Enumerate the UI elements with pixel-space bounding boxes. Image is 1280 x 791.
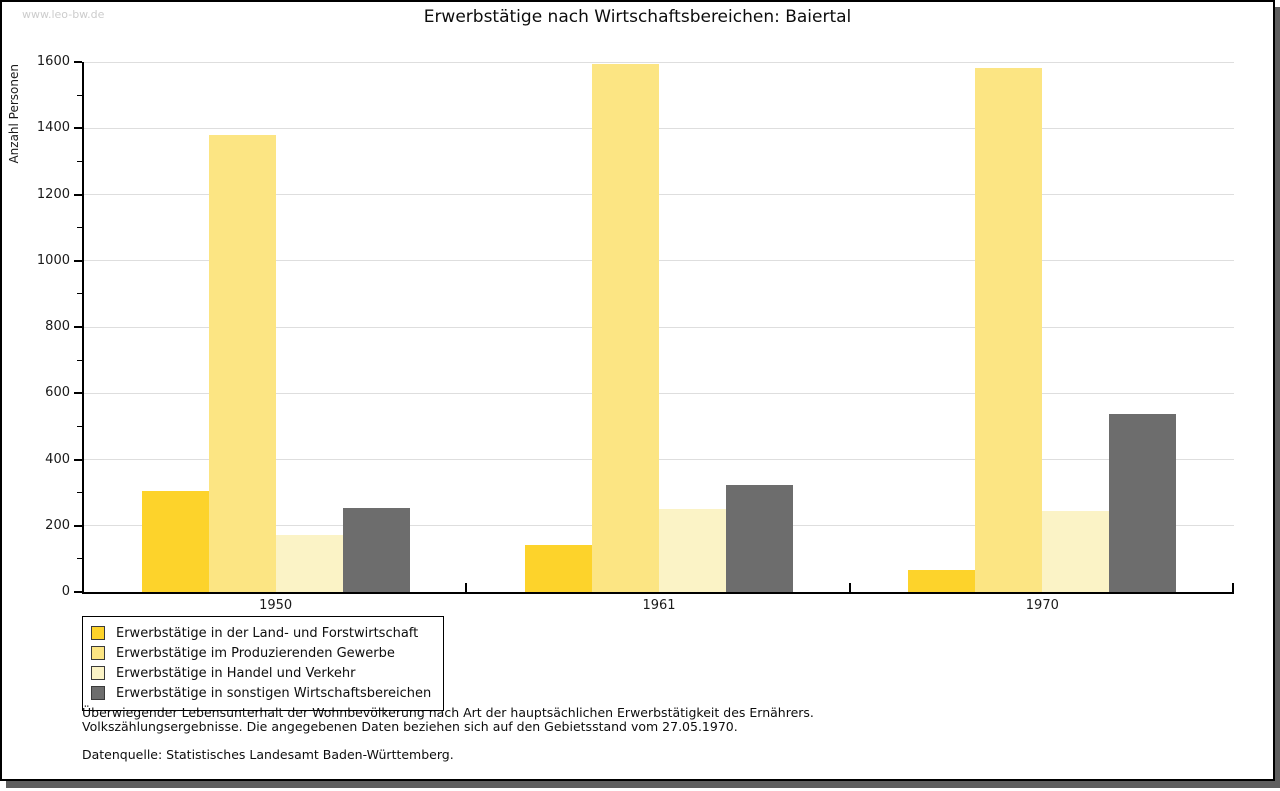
y-axis-minor-tick [77, 293, 82, 295]
bar-1970-series-3 [1109, 414, 1177, 592]
bar-1950-series-2 [275, 535, 343, 592]
y-axis-tick-label: 1200 [36, 186, 70, 202]
legend-swatch-sonstige-wirtschaftsbereiche [91, 686, 105, 700]
legend-label: Erwerbstätige in der Land- und Forstwirt… [116, 625, 419, 641]
legend-swatch-land-forstwirtschaft [91, 626, 105, 640]
gridline [84, 326, 1234, 328]
y-axis-minor-tick [77, 492, 82, 494]
y-axis-tick-label: 400 [45, 451, 70, 467]
y-axis-tick-label: 1600 [36, 54, 70, 69]
footnote-line-1: Überwiegender Lebensunterhalt der Wohnbe… [82, 705, 814, 720]
legend-label: Erwerbstätige in sonstigen Wirtschaftsbe… [116, 685, 432, 701]
y-axis-major-tick [74, 392, 82, 395]
y-axis-major-tick [74, 193, 82, 196]
bar-1961-series-2 [659, 509, 726, 592]
legend-swatch-produzierendes-gewerbe [91, 646, 105, 660]
gridline [84, 260, 1234, 262]
y-axis-minor-tick [77, 425, 82, 427]
legend-swatch-handel-verkehr [91, 666, 105, 680]
gridline [84, 392, 1234, 394]
x-axis-category-label: 1950 [259, 598, 293, 613]
footnote: Überwiegender Lebensunterhalt der Wohnbe… [82, 706, 814, 762]
x-axis-category-label: 1970 [1025, 598, 1059, 613]
y-axis-tick-label: 800 [45, 319, 70, 334]
bar-1950-series-1 [208, 134, 276, 592]
legend-item: Erwerbstätige im Produzierenden Gewerbe [91, 643, 431, 663]
bar-1961-series-1 [592, 63, 659, 592]
bar-1950-series-0 [141, 490, 209, 592]
y-axis-major-tick [74, 127, 82, 130]
y-axis-tick-label: 600 [45, 385, 70, 401]
y-axis-minor-tick [77, 558, 82, 560]
y-axis-major-tick [74, 61, 82, 63]
bar-1961-series-0 [525, 544, 592, 592]
gridline [84, 194, 1234, 195]
y-axis-tick-label: 1400 [36, 120, 70, 136]
x-axis-section-tick [465, 583, 468, 592]
y-axis-major-tick [74, 458, 82, 461]
chart-title: Erwerbstätige nach Wirtschaftsbereichen:… [423, 7, 852, 27]
y-axis-minor-tick [77, 359, 82, 361]
plot-area: 0 200 400 600 800 1000 1200 1400 1600 1950 1961 197… [37, 55, 1234, 613]
y-axis-minor-tick [77, 94, 82, 96]
bar-1970-series-0 [908, 570, 976, 592]
x-axis-category-label: 1961 [642, 598, 676, 613]
y-axis-major-tick [74, 524, 82, 527]
y-axis-major-tick [74, 591, 82, 593]
y-axis-tick-label: 0 [61, 584, 70, 599]
bar-1970-series-2 [1042, 510, 1110, 592]
legend-item: Erwerbstätige in der Land- und Forstwirt… [91, 623, 431, 643]
y-axis-minor-tick [77, 227, 82, 229]
gridline [84, 459, 1234, 460]
legend-item: Erwerbstätige in sonstigen Wirtschaftsbe… [91, 683, 431, 703]
watermark: www.leo-bw.de [22, 8, 105, 21]
data-source: Datenquelle: Statistisches Landesamt Bad… [82, 747, 454, 762]
legend-label: Erwerbstätige im Produzierenden Gewerbe [116, 645, 395, 661]
bar-1950-series-3 [342, 507, 410, 592]
y-axis-tick-label: 1000 [36, 252, 70, 268]
gridline [84, 127, 1234, 129]
legend: Erwerbstätige in der Land- und Forstwirt… [82, 616, 445, 711]
y-axis-major-tick [74, 326, 82, 328]
footnote-line-2: Volkszählungsergebnisse. Die angegebenen… [82, 719, 738, 734]
x-axis-section-tick [848, 583, 851, 592]
gridline [84, 61, 1234, 63]
bar-1961-series-3 [726, 485, 793, 592]
y-axis-title: Anzahl Personen [7, 64, 21, 164]
x-axis-section-tick [1232, 583, 1234, 592]
bar-1970-series-1 [975, 67, 1043, 592]
y-axis-minor-tick [77, 160, 82, 162]
legend-label: Erwerbstätige in Handel und Verkehr [116, 665, 356, 681]
legend-item: Erwerbstätige in Handel und Verkehr [91, 663, 431, 683]
y-axis-tick-label: 200 [45, 517, 70, 533]
y-axis-major-tick [74, 259, 82, 262]
